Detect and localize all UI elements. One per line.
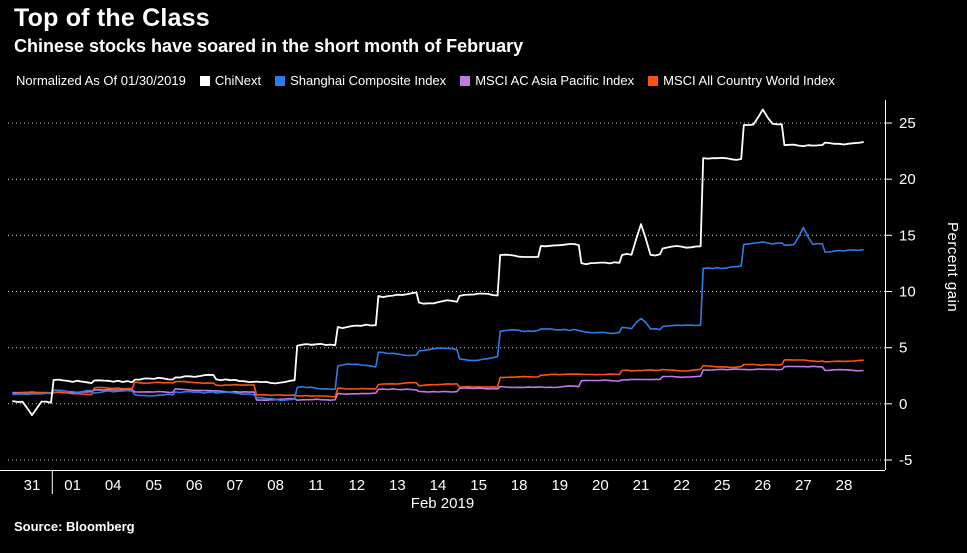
y-tick-label: 0 [899, 396, 907, 413]
x-tick-labels: 31 01 04 05 06 07 08 11 12 13 14 15 18 19 20 21 22 25 26 27… [24, 477, 853, 494]
x-tick-label: 13 [389, 477, 406, 494]
legend-swatch-chinext [199, 75, 210, 86]
x-tick-label: 01 [64, 477, 81, 494]
legend-item-msci-world: MSCI All Country World Index [648, 73, 835, 88]
legend-label-msci-world: MSCI All Country World Index [663, 73, 835, 88]
x-tick-label: 28 [836, 477, 853, 494]
y-tick-label: -5 [899, 452, 912, 469]
y-tick-label: 20 [899, 171, 916, 188]
x-tick-label: 31 [24, 477, 41, 494]
y-tick-label: 5 [899, 340, 907, 357]
x-tick-label: 20 [592, 477, 609, 494]
series-line-shanghai-composite-index [12, 226, 864, 402]
source-credit: Source: Bloomberg [14, 519, 135, 534]
x-tick-label: 22 [673, 477, 690, 494]
legend-item-shanghai-composite: Shanghai Composite Index [275, 73, 446, 88]
x-tick-label: 25 [714, 477, 731, 494]
x-tick-label: 14 [430, 477, 447, 494]
gridlines [8, 122, 885, 461]
legend-prefix: Normalized As Of 01/30/2019 [16, 73, 186, 88]
legend-swatch-shanghai-composite [275, 75, 286, 86]
y-tick-label: 15 [899, 227, 916, 244]
page-title: Top of the Class [14, 4, 210, 32]
x-tick-label: 12 [348, 477, 365, 494]
x-tick-label: 21 [633, 477, 650, 494]
x-tick-label: 08 [267, 477, 284, 494]
series-line-msci-ac-asia-pacific-index [12, 365, 864, 401]
chart-legend: Normalized As Of 01/30/2019 ChiNext Shan… [16, 73, 835, 88]
x-tick-label: 11 [308, 477, 324, 494]
legend-label-shanghai-composite: Shanghai Composite Index [290, 73, 447, 88]
y-axis-title: Percent gain [944, 222, 961, 313]
x-tick-label: 26 [754, 477, 771, 494]
x-tick-label: 04 [105, 477, 122, 494]
legend-item-chinext: ChiNext [199, 73, 262, 88]
x-tick-label: 15 [470, 477, 487, 494]
x-tick-label: 18 [511, 477, 528, 494]
series-line-chinext [12, 108, 864, 416]
legend-label-chinext: ChiNext [214, 73, 262, 88]
x-tick-label: 06 [186, 477, 203, 494]
x-tick-label: 05 [145, 477, 162, 494]
x-tick-label: 27 [795, 477, 812, 494]
x-tick-label: 19 [551, 477, 568, 494]
y-tick-label: 10 [899, 284, 916, 301]
x-axis-title: Feb 2019 [410, 495, 475, 512]
legend-swatch-msci-asia-pacific [460, 75, 471, 86]
series-line-msci-all-country-world-index [12, 359, 864, 398]
legend-item-msci-asia-pacific: MSCI AC Asia Pacific Index [460, 73, 634, 88]
y-axis: -5 0 5 10 15 20 25 [885, 100, 916, 470]
x-tick-label: 07 [227, 477, 244, 494]
series-lines [12, 108, 864, 416]
chart-subtitle: Chinese stocks have soared in the short … [14, 36, 524, 56]
legend-label-msci-asia-pacific: MSCI AC Asia Pacific Index [475, 73, 635, 88]
legend-swatch-msci-world [648, 75, 659, 86]
y-tick-label: 25 [899, 115, 916, 132]
